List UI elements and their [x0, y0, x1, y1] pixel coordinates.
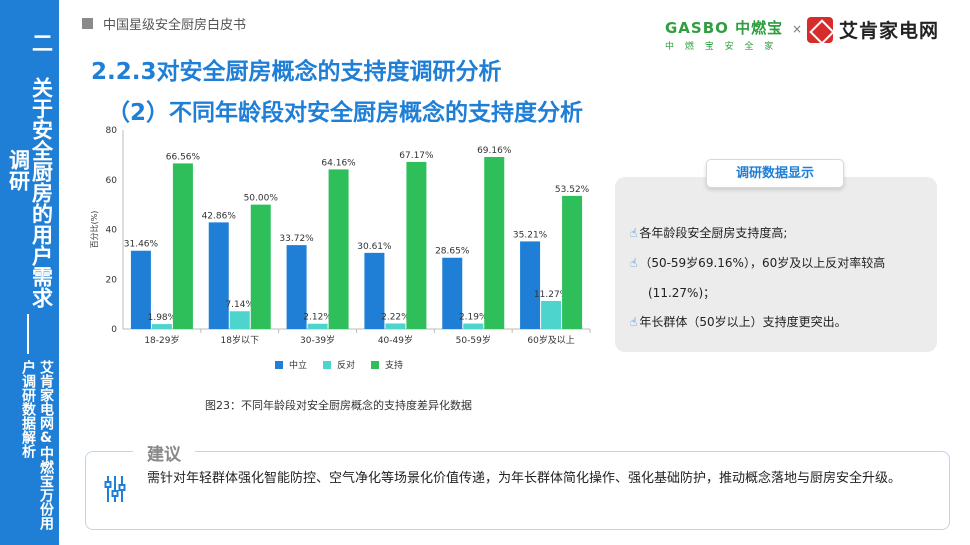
legend-swatch — [323, 361, 331, 369]
bar — [541, 300, 562, 329]
findings-panel-tag: 调研数据显示 — [706, 159, 844, 188]
square-icon — [82, 18, 93, 29]
data-label: 30.61% — [357, 242, 392, 252]
y-axis-label: 百分比(%) — [89, 211, 99, 249]
aiken-logo-name: 艾肯家电网 — [839, 20, 940, 42]
data-label: 7.14% — [225, 300, 254, 310]
sidebar: 二 关于安全厨房的用户需求调研 艾肯家电网&中燃宝万份用户调研数据解析 — [0, 0, 59, 545]
finding-text: （50-59岁69.16%），60岁及以上反对率较高 — [639, 256, 886, 270]
advice-text: 需针对年轻群体强化智能防控、空气净化等场景化价值传递，为年长群体简化操作、强化基… — [147, 471, 902, 486]
data-label: 2.22% — [381, 312, 410, 322]
data-label: 50.00% — [244, 194, 279, 204]
finding-item: ☝ 各年龄段安全厨房支持度高; — [630, 224, 787, 241]
data-label: 66.56% — [166, 152, 201, 162]
sub-title: （2）不同年龄段对安全厨房概念的支持度分析 — [107, 100, 584, 126]
bar — [229, 311, 250, 329]
sliders-icon — [104, 476, 126, 502]
gasbo-logo: GASBO 中燃宝 中 燃 宝 安 全 家 — [665, 17, 785, 52]
bar — [286, 245, 307, 329]
data-label: 11.27% — [534, 290, 569, 300]
bar — [484, 156, 505, 329]
data-label: 1.98% — [148, 313, 177, 323]
y-tick-label: 0 — [111, 325, 117, 335]
aiken-logo-icon — [807, 16, 833, 43]
y-tick-label: 60 — [106, 176, 118, 186]
data-label: 31.46% — [124, 240, 159, 250]
bar — [442, 257, 463, 329]
legend-label: 中立 — [289, 359, 307, 371]
legend-swatch — [275, 361, 283, 369]
gasbo-logo-slogan: 中 燃 宝 安 全 家 — [665, 42, 778, 52]
y-tick-label: 80 — [106, 126, 118, 136]
x-tick-label: 18-29岁 — [144, 334, 179, 346]
finding-text: 各年龄段安全厨房支持度高; — [639, 226, 788, 240]
finding-text: (11.27%)； — [648, 286, 716, 300]
pointer-hand-icon: ☝ — [630, 314, 638, 329]
bar — [520, 241, 541, 329]
advice-title: 建议 — [133, 440, 195, 465]
aiken-logo: 艾肯家电网 — [807, 16, 939, 43]
finding-item-continued: (11.27%)； — [648, 284, 715, 301]
bar — [463, 323, 484, 329]
chart-caption: 图23：不同年龄段对安全厨房概念的支持度差异化数据 — [205, 399, 472, 412]
bar — [406, 161, 427, 329]
y-tick-label: 20 — [106, 275, 118, 285]
finding-text: 年长群体（50岁以上）支持度更突出。 — [639, 315, 847, 329]
bar — [328, 169, 349, 329]
gasbo-logo-name: GASBO 中燃宝 — [665, 19, 784, 37]
y-tick-label: 40 — [106, 226, 118, 236]
header-bar: 中国星级安全厨房白皮书 — [82, 14, 246, 33]
bar — [250, 204, 271, 329]
advice-box — [85, 451, 950, 530]
data-label: 69.16% — [477, 146, 512, 156]
bar — [364, 252, 385, 329]
data-label: 2.19% — [459, 313, 488, 323]
data-label: 67.17% — [399, 151, 434, 161]
x-tick-label: 40-49岁 — [378, 334, 413, 346]
bar — [562, 195, 583, 329]
data-label: 64.16% — [321, 158, 356, 168]
data-label: 53.52% — [555, 185, 590, 195]
logo-separator: × — [792, 22, 803, 36]
legend-label: 反对 — [337, 359, 355, 371]
bar-chart: 0 20 40 60 80 百分比(%) 31.46% 1.98% 66.56% 18-29岁 42… — [89, 126, 591, 371]
data-label: 42.86% — [202, 211, 237, 221]
bar — [385, 323, 406, 329]
bar — [307, 323, 328, 329]
book-title: 中国星级安全厨房白皮书 — [103, 18, 247, 33]
data-label: 33.72% — [279, 234, 314, 244]
data-label: 2.12% — [303, 313, 332, 323]
pointer-hand-icon: ☝ — [630, 225, 638, 240]
x-tick-label: 60岁及以上 — [527, 334, 574, 346]
finding-item: ☝ 年长群体（50岁以上）支持度更突出。 — [630, 313, 847, 330]
data-label: 35.21% — [513, 230, 548, 240]
pointer-hand-icon: ☝ — [630, 255, 638, 270]
sidebar-divider — [27, 314, 29, 354]
data-label: 28.65% — [435, 247, 470, 257]
legend-swatch — [371, 361, 379, 369]
x-tick-label: 50-59岁 — [456, 334, 491, 346]
x-tick-label: 30-39岁 — [300, 334, 335, 346]
bar — [151, 324, 172, 329]
bar — [208, 222, 229, 329]
legend-label: 支持 — [385, 359, 403, 371]
sidebar-source: 艾肯家电网&中燃宝万份用户调研数据解析 — [20, 360, 54, 530]
x-tick-label: 18岁以下 — [221, 334, 259, 346]
section-title: 2.2.3对安全厨房概念的支持度调研分析 — [91, 59, 502, 85]
bar — [172, 163, 193, 329]
sidebar-chapter-title: 二 关于安全厨房的用户需求调研 — [6, 32, 54, 308]
findings-panel — [615, 177, 937, 352]
finding-item: ☝ （50-59岁69.16%），60岁及以上反对率较高 — [630, 254, 885, 271]
bar — [130, 250, 151, 329]
